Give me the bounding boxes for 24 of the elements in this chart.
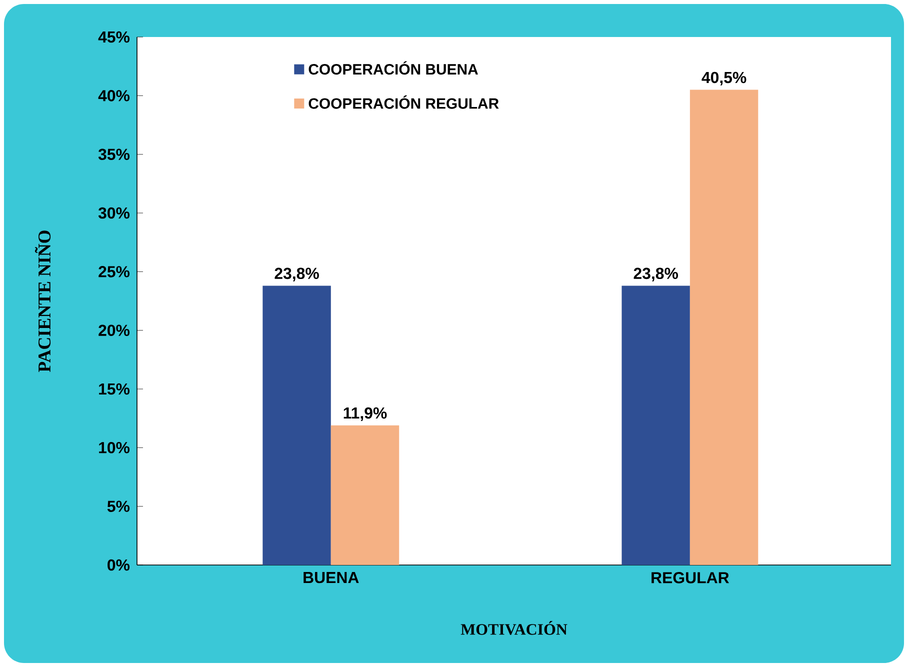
- x-tick-label: BUENA: [304, 572, 359, 584]
- y-tick-label: 40%: [98, 90, 130, 102]
- data-label: 11,9%: [344, 407, 387, 421]
- bar: [690, 90, 758, 565]
- y-tick-label: 15%: [99, 383, 130, 395]
- y-tick-label: 35%: [98, 148, 130, 160]
- data-label: 23,8%: [274, 268, 319, 282]
- y-tick-label: 45%: [98, 31, 130, 43]
- bar: [330, 425, 400, 565]
- y-tick-label: 5%: [107, 500, 130, 512]
- y-tick-label: 25%: [98, 266, 130, 278]
- y-axis-title: PACIENTE NIÑO: [34, 230, 51, 372]
- x-tick-label: REGULAR: [652, 572, 730, 584]
- y-tick-label: 0%: [108, 559, 130, 571]
- data-label: 40,5%: [702, 72, 746, 86]
- bar: [622, 286, 690, 565]
- y-tick-label: 10%: [99, 442, 130, 454]
- y-tick-label: 30%: [98, 207, 130, 219]
- x-axis-title: MOTIVACIÓN: [460, 621, 568, 635]
- y-tick-label: 20%: [98, 324, 130, 336]
- legend-label: COOPERACIÓN BUENA: [308, 61, 478, 75]
- data-label: 23,8%: [634, 268, 678, 282]
- bar: [262, 286, 331, 565]
- legend-label: COOPERACIÓN REGULAR: [308, 95, 499, 109]
